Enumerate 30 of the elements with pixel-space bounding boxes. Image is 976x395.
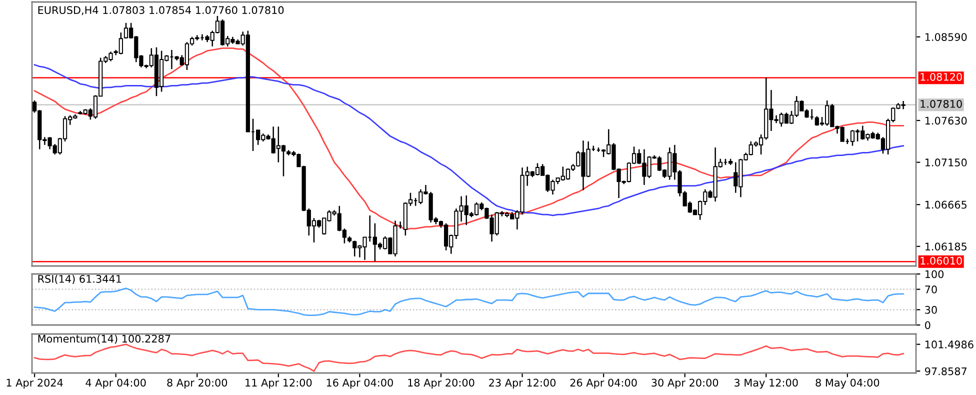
y-tick-label: 101.4986 — [925, 340, 974, 348]
y-tick-label: 1.07630 — [925, 116, 967, 125]
x-tick-label: 23 Apr 12:00 — [489, 378, 556, 389]
y-tick-label: 1.07150 — [925, 158, 967, 166]
ref-line-label: 1.08120 — [920, 72, 962, 81]
x-tick-label: 8 Apr 20:00 — [167, 378, 228, 389]
ref-line-label: 1.07810 — [920, 100, 962, 108]
x-tick-label: 1 Apr 2024 — [6, 378, 63, 389]
y-tick-label: 30 — [925, 306, 937, 314]
x-tick-label: 16 Apr 04:00 — [326, 378, 393, 389]
x-tick-label: 30 Apr 20:00 — [652, 378, 718, 389]
x-tick-label: 8 May 04:00 — [816, 378, 880, 389]
x-tick-label: 26 Apr 04:00 — [570, 378, 637, 389]
ref-line-label: 1.06010 — [920, 256, 962, 265]
chart-title: Momentum(14) 100.2287 — [38, 334, 170, 344]
y-tick-label: 1.08590 — [925, 33, 967, 41]
line-series — [34, 288, 904, 316]
x-tick-label: 3 May 12:00 — [734, 378, 798, 389]
y-tick-label: 100 — [925, 270, 944, 278]
x-tick-label: 4 Apr 04:00 — [86, 378, 146, 389]
y-tick-label: 97.8587 — [924, 367, 967, 376]
chart-title: RSI(14) 61.3441 — [38, 274, 122, 284]
y-tick-label: 1.06665 — [925, 200, 966, 209]
x-tick-label: 18 Apr 20:00 — [408, 378, 474, 389]
y-tick-label: 1.06185 — [925, 242, 966, 250]
x-tick-label: 11 Apr 12:00 — [246, 378, 312, 389]
y-tick-label: 0 — [925, 321, 930, 330]
line-series — [34, 344, 904, 372]
y-tick-label: 70 — [925, 286, 937, 294]
chart-title: EURUSD,H4 1.07803 1.07854 1.07760 1.07810 — [38, 6, 284, 16]
